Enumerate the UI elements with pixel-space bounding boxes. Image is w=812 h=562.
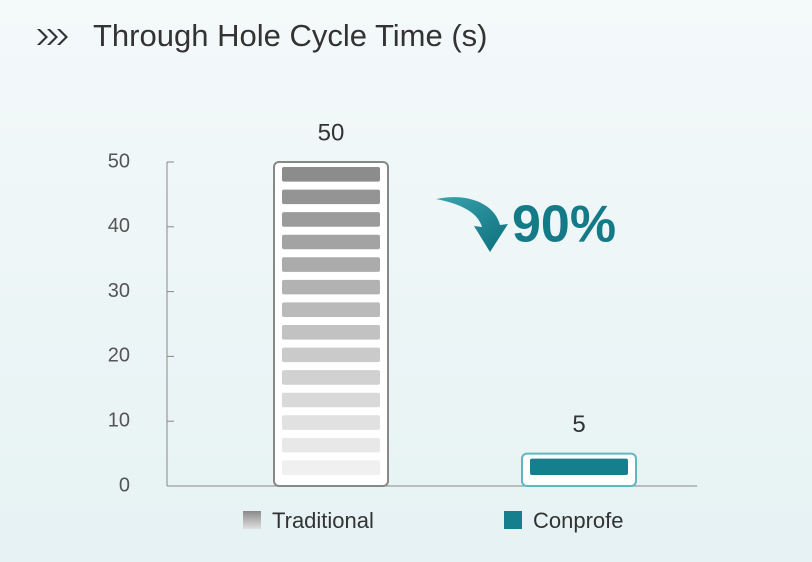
- bar-stripe: [282, 415, 380, 430]
- bar-stripe: [282, 167, 380, 182]
- bar-stripe: [282, 279, 380, 295]
- title-icon: [37, 29, 68, 45]
- bar: [273, 161, 389, 487]
- y-tick-label: 30: [108, 280, 130, 302]
- bar-stripe: [282, 189, 380, 205]
- bar-stripe: [282, 212, 380, 227]
- bar-stripe: [282, 437, 380, 453]
- bar-stripe: [282, 234, 380, 250]
- y-tick-label: 50: [108, 150, 130, 172]
- value-label: 5: [572, 411, 585, 438]
- legend-swatch: [243, 511, 261, 529]
- bar-stripe: [282, 347, 380, 363]
- down-arrow-icon: [436, 197, 508, 252]
- bar-stripe: [530, 458, 628, 475]
- legend-label: Traditional: [272, 508, 374, 533]
- y-tick-label: 0: [119, 474, 130, 496]
- bar-stripe: [282, 392, 380, 408]
- y-tick-label: 20: [108, 345, 130, 367]
- legend-label: Conprofe: [533, 508, 624, 533]
- bar-stripe: [282, 460, 380, 475]
- bar-stripe: [282, 302, 380, 317]
- legend-swatch: [504, 511, 522, 529]
- bar-stripe: [282, 370, 380, 385]
- bar-stripe: [282, 257, 380, 272]
- annotation: 90%: [512, 196, 616, 254]
- chart-title: Through Hole Cycle Time (s): [93, 18, 488, 53]
- y-tick-label: 40: [108, 215, 130, 237]
- y-tick-label: 10: [108, 409, 130, 431]
- bar-stripe: [282, 325, 380, 340]
- value-label: 50: [318, 119, 345, 146]
